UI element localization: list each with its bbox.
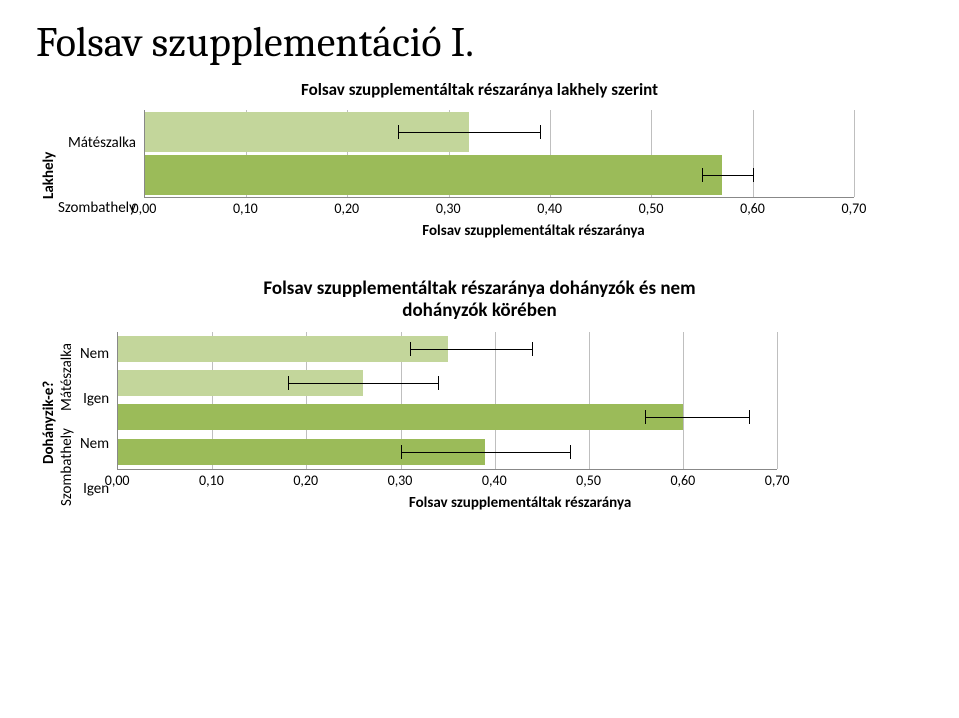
page: Folsav szupplementáció I. Folsav szupple… <box>0 0 959 718</box>
chart2-title-line1: Folsav szupplementáltak részaránya dohán… <box>263 277 695 300</box>
x-tick-label: 0,60 <box>670 472 695 489</box>
x-tick-label: 0,10 <box>233 200 258 217</box>
error-cap <box>288 376 289 390</box>
chart2-wrap: Dohányzik-e? MátészalkaSzombathely NemIg… <box>36 332 923 512</box>
error-bar <box>645 417 749 418</box>
error-bar <box>398 132 540 133</box>
x-tick-label: 0,50 <box>639 200 664 217</box>
category-label: Mátészalka <box>58 110 136 175</box>
bar <box>145 155 722 195</box>
page-title: Folsav szupplementáció I. <box>36 18 923 67</box>
x-tick-label: 0,70 <box>765 472 790 489</box>
chart-lakhely: Folsav szupplementáltak részaránya lakhe… <box>36 79 923 240</box>
chart2-y-label: Dohányzik-e? <box>36 332 58 512</box>
error-cap <box>540 125 541 139</box>
gridline <box>683 332 684 469</box>
error-bar <box>410 349 532 350</box>
error-cap <box>438 376 439 390</box>
chart2-title-line2: dohányzók körében <box>402 299 556 322</box>
error-cap <box>570 445 571 459</box>
chart2-title: Folsav szupplementáltak részaránya dohán… <box>36 278 923 322</box>
chart2-group-column: MátészalkaSzombathely <box>58 332 80 512</box>
gridline <box>589 332 590 469</box>
chart1-category-column: MátészalkaSzombathely <box>58 110 144 240</box>
chart1-wrap: Lakhely MátészalkaSzombathely 0,00 0,10 0,… <box>36 110 923 240</box>
category-label: Nem <box>80 422 109 467</box>
x-tick-label: 0,70 <box>842 200 867 217</box>
chart-dohanyzik: Folsav szupplementáltak részaránya dohán… <box>36 278 923 512</box>
category-label: Igen <box>80 377 109 422</box>
gridline <box>753 110 754 197</box>
x-tick-label: 0,30 <box>388 472 413 489</box>
error-cap <box>749 410 750 424</box>
chart1-plot <box>144 110 854 198</box>
gridline <box>777 332 778 469</box>
group-label: Szombathely <box>58 422 76 512</box>
chart1-y-label: Lakhely <box>36 110 58 240</box>
category-label: Szombathely <box>58 175 136 240</box>
gridline <box>495 332 496 469</box>
chart1-x-label: Folsav szupplementáltak részaránya <box>144 222 923 240</box>
error-bar <box>288 383 439 384</box>
chart1-title: Folsav szupplementáltak részaránya lakhe… <box>36 79 923 100</box>
x-tick-label: 0,10 <box>199 472 224 489</box>
chart2-plot-column: 0,000,100,200,300,400,500,600,70 Folsav … <box>117 332 923 512</box>
error-bar <box>401 452 570 453</box>
chart1-plot-area <box>144 110 854 198</box>
error-bar <box>702 175 753 176</box>
error-cap <box>645 410 646 424</box>
chart2-plot <box>117 332 777 470</box>
chart1-x-ticks: 0,000,100,200,300,400,500,600,70 <box>144 200 854 220</box>
x-tick-label: 0,40 <box>537 200 562 217</box>
x-tick-label: 0,60 <box>740 200 765 217</box>
bar <box>118 404 683 430</box>
x-tick-label: 0,20 <box>334 200 359 217</box>
error-cap <box>702 168 703 182</box>
error-cap <box>401 445 402 459</box>
error-cap <box>753 168 754 182</box>
gridline <box>854 110 855 197</box>
category-label: Nem <box>80 332 109 377</box>
chart2-x-label: Folsav szupplementáltak részaránya <box>117 494 923 512</box>
x-tick-label: 0,00 <box>132 200 157 217</box>
x-tick-label: 0,00 <box>105 472 130 489</box>
bar <box>118 336 448 362</box>
x-tick-label: 0,30 <box>436 200 461 217</box>
error-cap <box>532 342 533 356</box>
chart2-x-ticks: 0,000,100,200,300,400,500,600,70 <box>117 472 777 492</box>
x-tick-label: 0,40 <box>482 472 507 489</box>
x-tick-label: 0,50 <box>576 472 601 489</box>
error-cap <box>410 342 411 356</box>
group-label: Mátészalka <box>58 332 76 422</box>
chart1-plot-column: 0,000,100,200,300,400,500,600,70 Folsav … <box>144 110 923 240</box>
chart2-plot-area <box>117 332 777 470</box>
x-tick-label: 0,20 <box>293 472 318 489</box>
error-cap <box>398 125 399 139</box>
